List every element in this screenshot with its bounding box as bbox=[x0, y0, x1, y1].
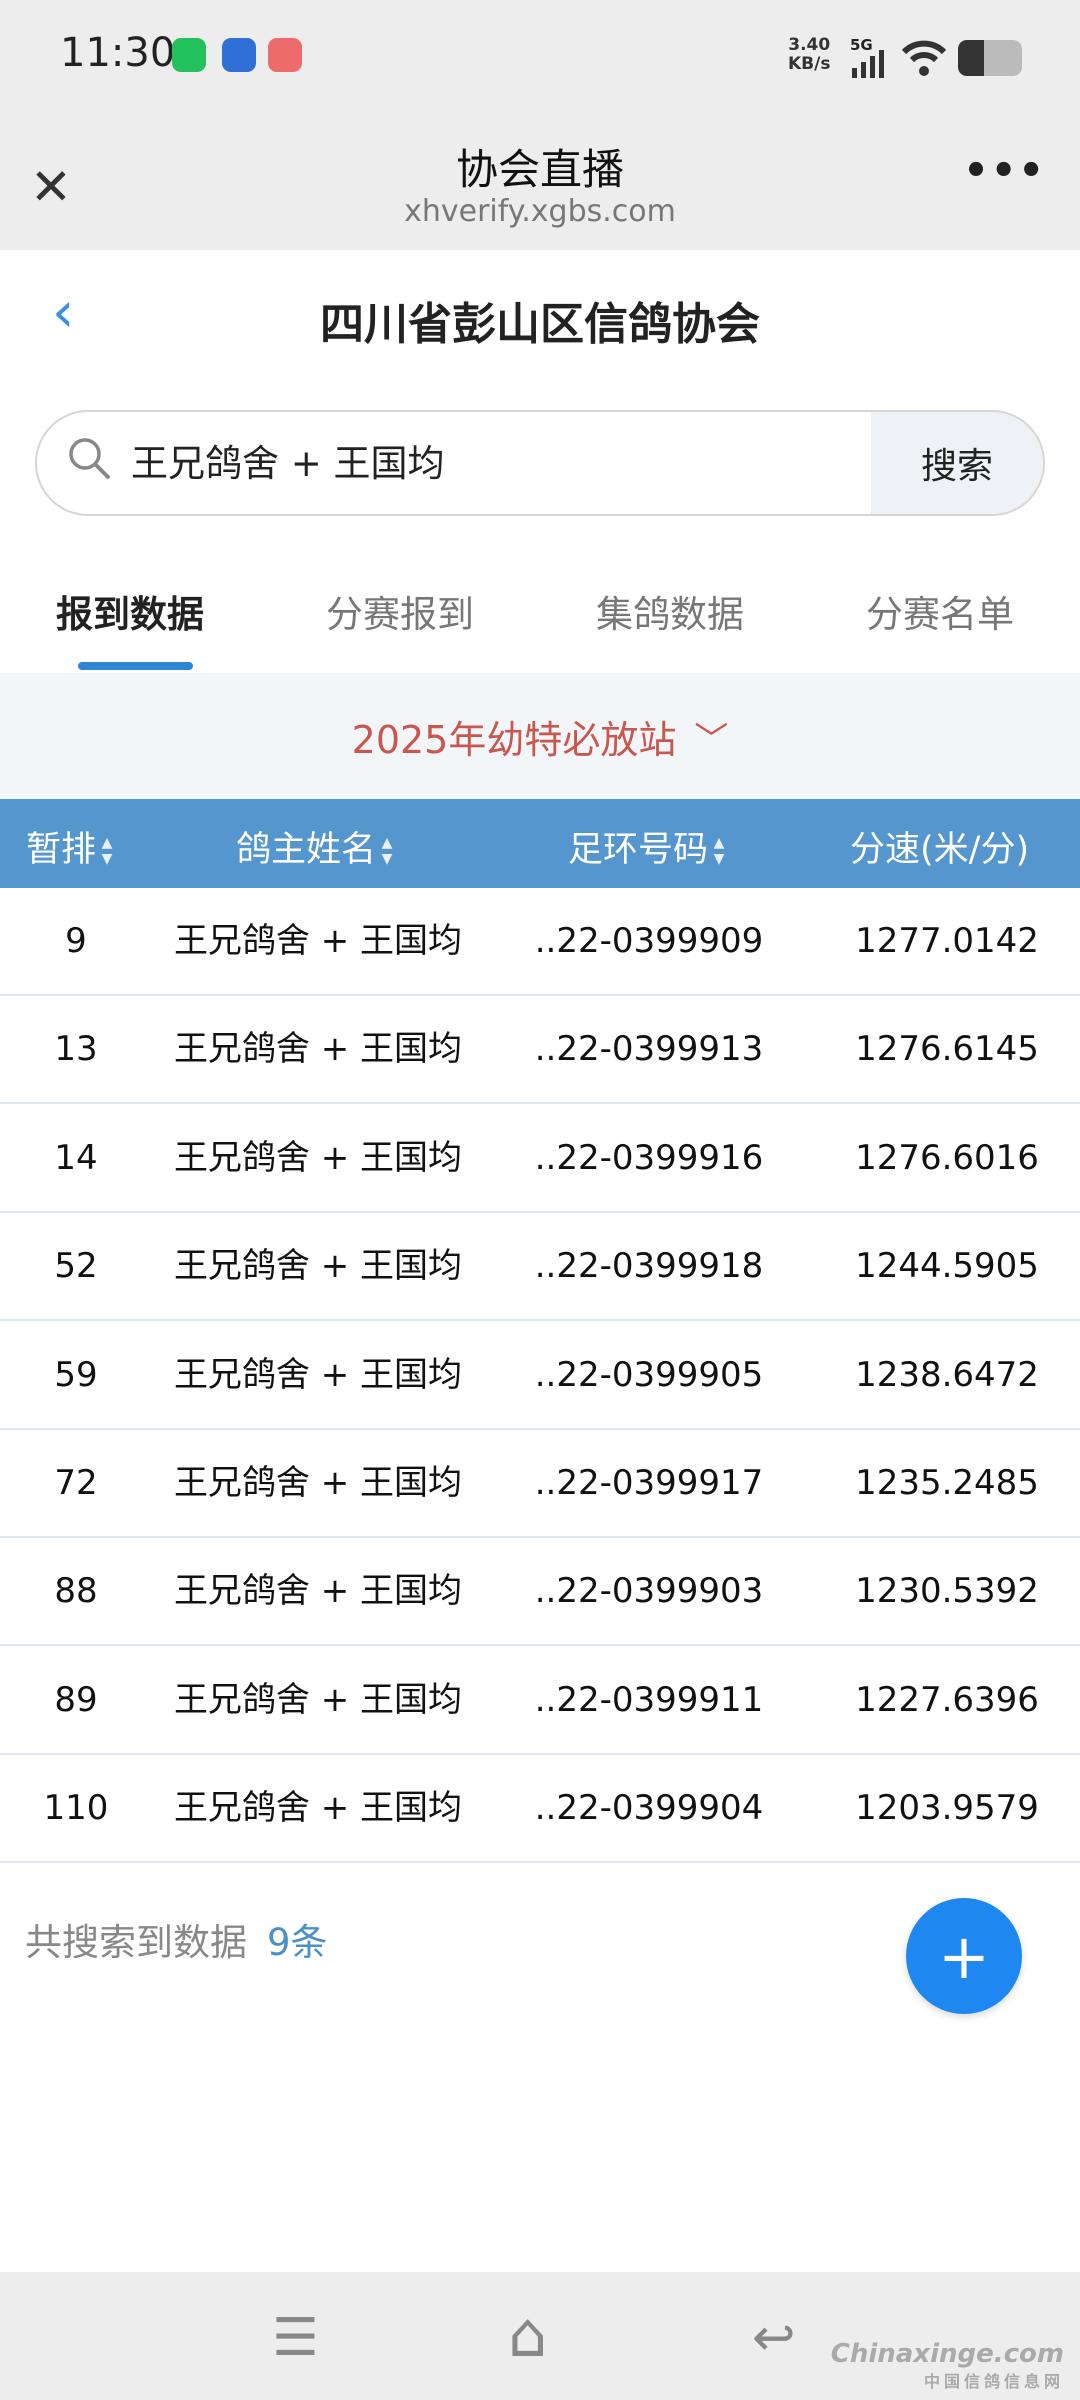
tab-collection-data[interactable]: 集鸽数据 bbox=[596, 593, 744, 636]
watermark-sub: 中国信鸽信息网 bbox=[923, 2372, 1064, 2391]
speed-cell: 1244.5905 bbox=[855, 1246, 1039, 1287]
table-row[interactable]: 59 王兄鸽舍 + 王国均 ..22-0399905 1238.6472 bbox=[0, 1322, 1080, 1430]
network-type: 5G bbox=[850, 36, 873, 54]
search-icon bbox=[69, 438, 110, 479]
window-title: 协会直播 bbox=[455, 145, 624, 194]
ring-number-cell: ..22-0399913 bbox=[534, 1029, 764, 1070]
column-rank-label: 暂排 bbox=[26, 830, 97, 870]
owner-cell: 王兄鸽舍 + 王国均 bbox=[173, 1029, 463, 1070]
status-bar: 11:30 3.40 KB/s 5G bbox=[0, 0, 1080, 110]
result-count: 共搜索到数据 9条 bbox=[25, 1912, 328, 1966]
chevron-down-icon: ﹀ bbox=[694, 719, 729, 760]
rank-cell: 72 bbox=[54, 1463, 98, 1503]
column-rank[interactable]: 暂排 ▲▼ bbox=[26, 821, 116, 872]
watermark-text: Chinaxinge.com bbox=[830, 2339, 1064, 2369]
owner-cell: 王兄鸽舍 + 王国均 bbox=[173, 1571, 463, 1612]
system-nav-bar: ☰ ⌂ ↩ Chinaxinge.com 中国信鸽信息网 bbox=[0, 2272, 1080, 2400]
app-icon bbox=[222, 38, 256, 72]
speed-cell: 1235.2485 bbox=[855, 1463, 1039, 1503]
table-row[interactable]: 88 王兄鸽舍 + 王国均 ..22-0399903 1230.5392 bbox=[0, 1538, 1080, 1647]
table-row[interactable]: 89 王兄鸽舍 + 王国均 ..22-0399911 1227.6396 bbox=[0, 1647, 1080, 1755]
table-header: 暂排 ▲▼ 鸽主姓名 ▲▼ 足环号码 ▲▼ 分速(米/分) bbox=[0, 799, 1080, 888]
column-owner[interactable]: 鸽主姓名 ▲▼ bbox=[236, 821, 396, 872]
owner-cell: 王兄鸽舍 + 王国均 bbox=[173, 1463, 463, 1503]
close-button[interactable]: ✕ bbox=[30, 158, 72, 216]
more-icon[interactable]: ••• bbox=[963, 148, 1046, 194]
table-row[interactable]: 13 王兄鸽舍 + 王国均 ..22-0399913 1276.6145 bbox=[0, 996, 1080, 1105]
table-row[interactable]: 110 王兄鸽舍 + 王国均 ..22-0399904 1203.9579 bbox=[0, 1755, 1080, 1864]
add-button[interactable]: + bbox=[906, 1898, 1022, 2014]
tab-sub-race-list[interactable]: 分赛名单 bbox=[866, 593, 1014, 636]
url-label: xhverify.xgbs.com bbox=[404, 194, 676, 229]
rank-cell: 14 bbox=[54, 1137, 98, 1178]
column-ring[interactable]: 足环号码 ▲▼ bbox=[568, 821, 728, 872]
race-dropdown-value: 2025年幼特必放站 bbox=[351, 717, 677, 762]
race-dropdown[interactable]: 2025年幼特必放站 ﹀ bbox=[0, 673, 1080, 799]
ring-number-cell: ..22-0399903 bbox=[534, 1571, 764, 1612]
table-row[interactable]: 52 王兄鸽舍 + 王国均 ..22-0399918 1244.5905 bbox=[0, 1213, 1080, 1322]
battery-icon bbox=[958, 40, 1022, 76]
sort-icon: ▲▼ bbox=[711, 835, 728, 867]
wechat-icon bbox=[172, 38, 206, 72]
table-row[interactable]: 14 王兄鸽舍 + 王国均 ..22-0399916 1276.6016 bbox=[0, 1105, 1080, 1213]
table-row[interactable]: 9 王兄鸽舍 + 王国均 ..22-0399909 1277.0142 bbox=[0, 888, 1080, 996]
watermark-logo: Chinaxinge.com 中国信鸽信息网 bbox=[831, 2340, 1064, 2396]
rank-cell: 110 bbox=[43, 1788, 109, 1829]
tab-sub-race-checkin[interactable]: 分赛报到 bbox=[326, 593, 474, 636]
search-button[interactable]: 搜索 bbox=[871, 412, 1043, 514]
ring-number-cell: ..22-0399918 bbox=[534, 1246, 764, 1287]
sort-icon: ▲▼ bbox=[99, 835, 116, 867]
rank-cell: 52 bbox=[54, 1246, 98, 1287]
ring-number-cell: ..22-0399905 bbox=[534, 1354, 764, 1395]
back-button[interactable]: ‹ bbox=[52, 280, 75, 345]
tab-checkin-data[interactable]: 报到数据 bbox=[56, 593, 204, 636]
rank-cell: 13 bbox=[54, 1029, 98, 1070]
rank-cell: 9 bbox=[65, 921, 87, 961]
search-bar: 搜索 bbox=[35, 410, 1045, 516]
column-owner-label: 鸽主姓名 bbox=[236, 830, 377, 870]
clock: 11:30 bbox=[60, 30, 176, 76]
home-icon[interactable]: ⌂ bbox=[508, 2298, 548, 2371]
column-speed[interactable]: 分速(米/分) bbox=[850, 830, 1030, 870]
rank-cell: 59 bbox=[54, 1354, 98, 1395]
speed-cell: 1277.0142 bbox=[855, 921, 1039, 961]
signal-icon bbox=[852, 50, 884, 78]
speed-cell: 1276.6145 bbox=[855, 1029, 1039, 1070]
ring-number-cell: ..22-0399909 bbox=[534, 921, 764, 961]
rank-cell: 89 bbox=[54, 1679, 98, 1720]
red-app-icon bbox=[268, 38, 302, 72]
owner-cell: 王兄鸽舍 + 王国均 bbox=[173, 1137, 463, 1178]
result-count-label: 共搜索到数据 bbox=[25, 1921, 247, 1964]
search-input[interactable] bbox=[131, 438, 871, 481]
owner-cell: 王兄鸽舍 + 王国均 bbox=[173, 1788, 463, 1829]
back-nav-icon[interactable]: ↩ bbox=[752, 2308, 796, 2368]
browser-bar: ✕ 协会直播 xhverify.xgbs.com ••• bbox=[0, 110, 1080, 250]
menu-icon[interactable]: ☰ bbox=[272, 2308, 319, 2368]
speed-cell: 1276.6016 bbox=[855, 1137, 1039, 1178]
ring-number-cell: ..22-0399916 bbox=[534, 1137, 764, 1178]
owner-cell: 王兄鸽舍 + 王国均 bbox=[173, 1246, 463, 1287]
owner-cell: 王兄鸽舍 + 王国均 bbox=[173, 1354, 463, 1395]
owner-cell: 王兄鸽舍 + 王国均 bbox=[173, 1679, 463, 1720]
ring-number-cell: ..22-0399911 bbox=[534, 1679, 764, 1720]
page-header: ‹ 四川省彭山区信鸽协会 bbox=[0, 250, 1080, 380]
owner-cell: 王兄鸽舍 + 王国均 bbox=[173, 921, 463, 961]
speed-cell: 1230.5392 bbox=[855, 1571, 1039, 1612]
result-count-value: 9条 bbox=[267, 1921, 328, 1964]
wifi-icon bbox=[901, 40, 947, 76]
sort-icon: ▲▼ bbox=[379, 835, 396, 867]
net-speed-unit: KB/s bbox=[788, 54, 831, 74]
tab-indicator bbox=[78, 662, 193, 670]
network-speed: 3.40 KB/s bbox=[788, 36, 830, 74]
speed-cell: 1227.6396 bbox=[855, 1679, 1039, 1720]
speed-cell: 1203.9579 bbox=[855, 1788, 1039, 1829]
rank-cell: 88 bbox=[54, 1571, 98, 1612]
page-title: 四川省彭山区信鸽协会 bbox=[320, 299, 760, 350]
column-ring-label: 足环号码 bbox=[568, 830, 709, 870]
ring-number-cell: ..22-0399917 bbox=[534, 1463, 764, 1503]
table-row[interactable]: 72 王兄鸽舍 + 王国均 ..22-0399917 1235.2485 bbox=[0, 1430, 1080, 1538]
ring-number-cell: ..22-0399904 bbox=[534, 1788, 764, 1829]
net-speed-value: 3.40 bbox=[788, 35, 831, 55]
speed-cell: 1238.6472 bbox=[855, 1354, 1039, 1395]
